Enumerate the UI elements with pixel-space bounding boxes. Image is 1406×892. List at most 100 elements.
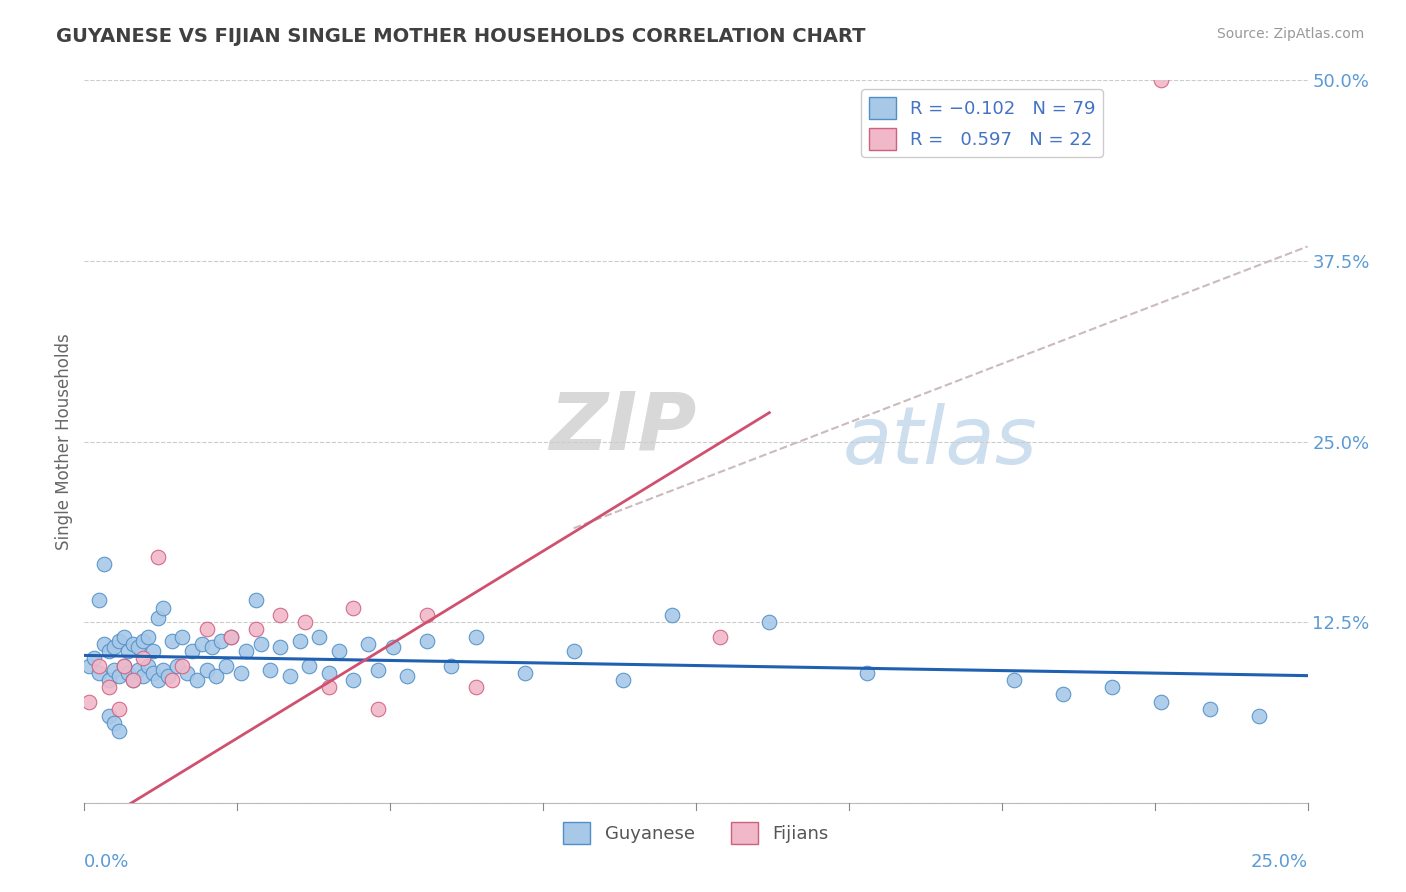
Point xyxy=(146,611,169,625)
Legend: Guyanese, Fijians: Guyanese, Fijians xyxy=(555,815,837,852)
Point xyxy=(416,607,439,622)
Point xyxy=(1150,73,1173,87)
Point xyxy=(1052,687,1074,701)
Point xyxy=(381,640,404,654)
Point xyxy=(87,593,110,607)
Point xyxy=(1198,702,1220,716)
Point xyxy=(269,607,291,622)
Point xyxy=(136,658,159,673)
Point xyxy=(396,668,419,682)
Point xyxy=(172,630,194,644)
Point xyxy=(318,680,340,694)
Point xyxy=(1002,673,1025,687)
Point xyxy=(219,630,242,644)
Text: ZIP: ZIP xyxy=(550,388,696,467)
Point xyxy=(112,658,135,673)
Text: Source: ZipAtlas.com: Source: ZipAtlas.com xyxy=(1216,27,1364,41)
Point xyxy=(294,615,316,630)
Point xyxy=(103,663,125,677)
Point xyxy=(229,665,252,680)
Point xyxy=(191,637,214,651)
Point xyxy=(136,630,159,644)
Point xyxy=(308,630,330,644)
Point xyxy=(513,665,536,680)
Point xyxy=(249,637,271,651)
Point xyxy=(357,637,380,651)
Point xyxy=(162,634,184,648)
Point xyxy=(367,702,389,716)
Point xyxy=(107,723,129,738)
Point xyxy=(156,668,179,682)
Point xyxy=(142,665,165,680)
Point xyxy=(142,644,165,658)
Text: GUYANESE VS FIJIAN SINGLE MOTHER HOUSEHOLDS CORRELATION CHART: GUYANESE VS FIJIAN SINGLE MOTHER HOUSEHO… xyxy=(56,27,866,45)
Point xyxy=(856,665,879,680)
Point xyxy=(166,658,188,673)
Point xyxy=(107,702,129,716)
Point xyxy=(87,665,110,680)
Point xyxy=(97,709,120,723)
Point xyxy=(1150,695,1173,709)
Point xyxy=(162,673,184,687)
Point xyxy=(112,630,135,644)
Point xyxy=(122,673,145,687)
Point xyxy=(112,658,135,673)
Point xyxy=(117,644,139,658)
Point xyxy=(245,593,267,607)
Point xyxy=(269,640,291,654)
Point xyxy=(176,665,198,680)
Point xyxy=(117,665,139,680)
Point xyxy=(83,651,105,665)
Point xyxy=(464,630,486,644)
Text: atlas: atlas xyxy=(842,402,1038,481)
Point xyxy=(186,673,208,687)
Point xyxy=(103,716,125,731)
Point xyxy=(127,640,149,654)
Point xyxy=(205,668,228,682)
Point xyxy=(298,658,321,673)
Point xyxy=(146,673,169,687)
Point xyxy=(342,600,364,615)
Point xyxy=(146,550,169,565)
Point xyxy=(172,658,194,673)
Point xyxy=(235,644,257,658)
Point xyxy=(245,623,267,637)
Point xyxy=(342,673,364,687)
Point xyxy=(328,644,350,658)
Point xyxy=(1247,709,1270,723)
Point xyxy=(318,665,340,680)
Point xyxy=(152,663,174,677)
Point xyxy=(107,668,129,682)
Point xyxy=(93,637,115,651)
Point xyxy=(209,634,232,648)
Point xyxy=(288,634,311,648)
Point xyxy=(87,658,110,673)
Point xyxy=(97,680,120,694)
Point xyxy=(107,634,129,648)
Point xyxy=(77,695,100,709)
Point xyxy=(97,644,120,658)
Point xyxy=(77,658,100,673)
Point xyxy=(97,673,120,687)
Point xyxy=(1101,680,1123,694)
Point xyxy=(278,668,301,682)
Point xyxy=(758,615,780,630)
Point xyxy=(709,630,731,644)
Point xyxy=(440,658,463,673)
Point xyxy=(181,644,204,658)
Point xyxy=(127,663,149,677)
Text: 25.0%: 25.0% xyxy=(1250,854,1308,871)
Point xyxy=(122,637,145,651)
Point xyxy=(416,634,439,648)
Point xyxy=(132,634,155,648)
Point xyxy=(259,663,281,677)
Point xyxy=(103,640,125,654)
Text: 0.0%: 0.0% xyxy=(84,854,129,871)
Y-axis label: Single Mother Households: Single Mother Households xyxy=(55,334,73,549)
Point xyxy=(612,673,634,687)
Point xyxy=(122,673,145,687)
Point xyxy=(132,651,155,665)
Point xyxy=(367,663,389,677)
Point xyxy=(93,558,115,572)
Point xyxy=(132,668,155,682)
